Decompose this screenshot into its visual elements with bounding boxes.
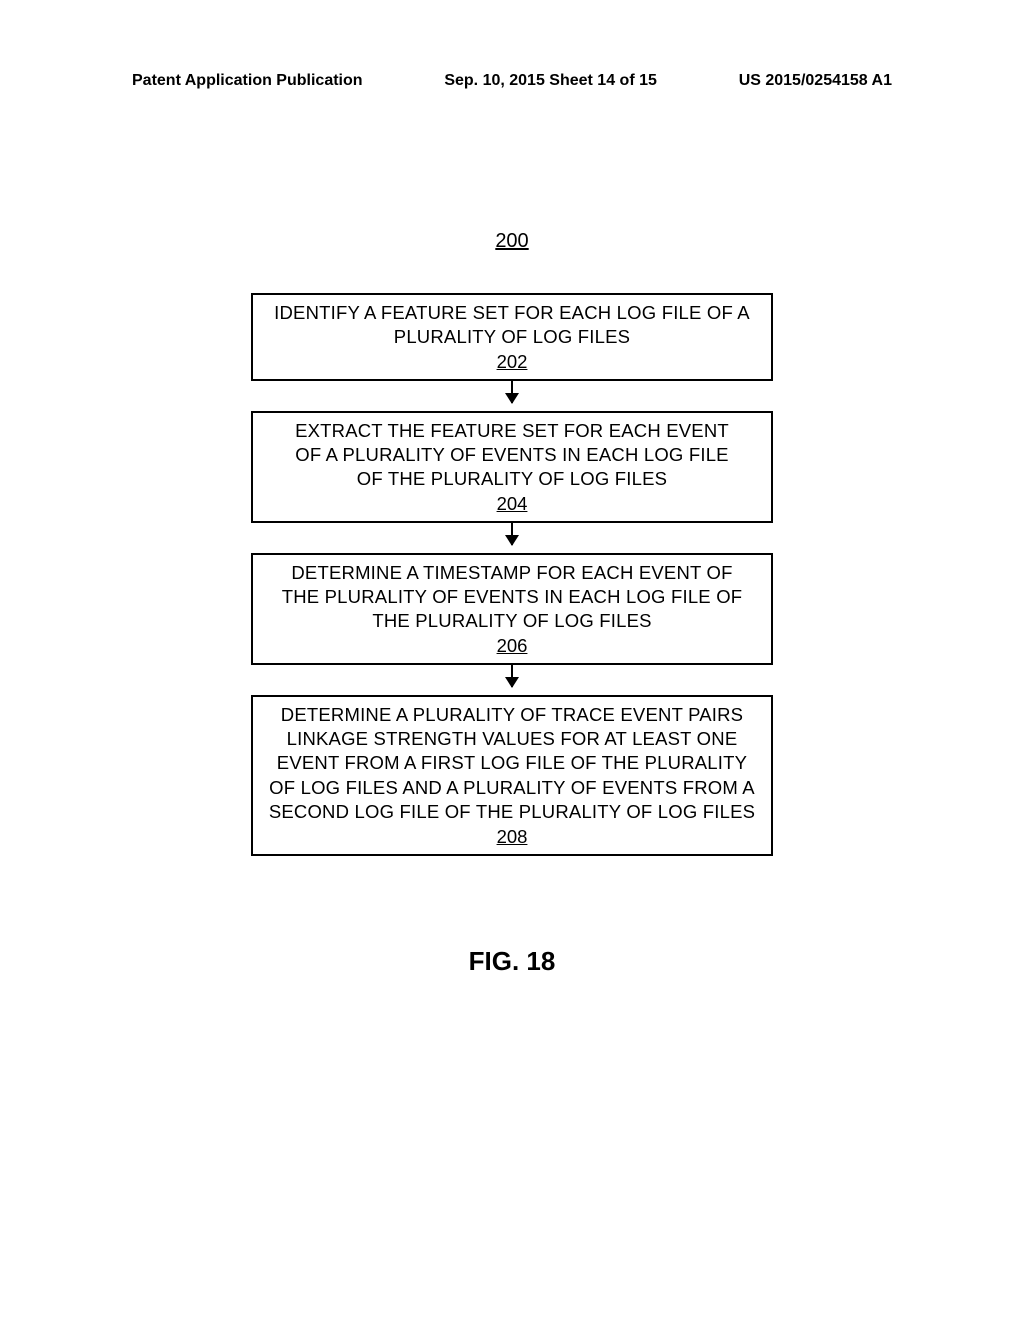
header-center: Sep. 10, 2015 Sheet 14 of 15 [444, 72, 657, 90]
flow-step-4-ref: 208 [497, 826, 528, 848]
flow-step-4-text: DETERMINE A PLURALITY OF TRACE EVENT PAI… [265, 703, 759, 823]
flow-step-2: EXTRACT THE FEATURE SET FOR EACH EVENT O… [251, 411, 773, 523]
flowchart: IDENTIFY A FEATURE SET FOR EACH LOG FILE… [251, 293, 773, 856]
figure-reference-number: 200 [0, 230, 1024, 253]
header-left: Patent Application Publication [132, 72, 363, 90]
page: Patent Application Publication Sep. 10, … [0, 0, 1024, 1320]
flow-step-1-text: IDENTIFY A FEATURE SET FOR EACH LOG FILE… [273, 301, 751, 349]
flow-step-2-text: EXTRACT THE FEATURE SET FOR EACH EVENT O… [281, 419, 743, 491]
header-right: US 2015/0254158 A1 [739, 72, 892, 90]
flow-step-3: DETERMINE A TIMESTAMP FOR EACH EVENT OF … [251, 553, 773, 665]
flow-step-1-ref: 202 [497, 351, 528, 373]
figure-area: 200 IDENTIFY A FEATURE SET FOR EACH LOG … [0, 230, 1024, 977]
flow-arrow-1 [251, 381, 773, 411]
flow-step-4: DETERMINE A PLURALITY OF TRACE EVENT PAI… [251, 695, 773, 855]
page-header: Patent Application Publication Sep. 10, … [0, 72, 1024, 90]
flow-step-2-ref: 204 [497, 493, 528, 515]
flow-step-3-text: DETERMINE A TIMESTAMP FOR EACH EVENT OF … [271, 561, 753, 633]
flow-step-3-ref: 206 [497, 635, 528, 657]
figure-label: FIG. 18 [0, 946, 1024, 977]
flow-arrow-3 [251, 665, 773, 695]
flow-step-1: IDENTIFY A FEATURE SET FOR EACH LOG FILE… [251, 293, 773, 381]
flow-arrow-2 [251, 523, 773, 553]
